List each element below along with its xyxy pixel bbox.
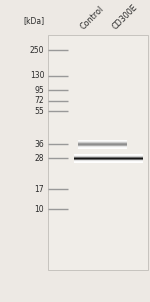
Text: 17: 17 bbox=[35, 185, 44, 194]
Text: Control: Control bbox=[78, 5, 105, 32]
Text: CD300E: CD300E bbox=[111, 3, 140, 32]
Text: 130: 130 bbox=[30, 72, 44, 80]
Bar bbox=[78, 140, 127, 141]
Text: 250: 250 bbox=[30, 46, 44, 55]
Bar bbox=[78, 146, 127, 147]
Text: 28: 28 bbox=[35, 154, 44, 163]
Bar bbox=[78, 148, 127, 149]
Text: 55: 55 bbox=[34, 107, 44, 116]
Bar bbox=[78, 147, 127, 148]
Text: 10: 10 bbox=[35, 204, 44, 214]
Bar bbox=[78, 144, 127, 145]
Text: 72: 72 bbox=[35, 96, 44, 105]
Bar bbox=[78, 145, 127, 146]
Bar bbox=[78, 141, 127, 142]
Text: 36: 36 bbox=[34, 140, 44, 149]
Bar bbox=[78, 142, 127, 143]
Bar bbox=[78, 143, 127, 144]
Text: [kDa]: [kDa] bbox=[23, 16, 44, 25]
Text: 95: 95 bbox=[34, 85, 44, 95]
Bar bbox=[48, 35, 148, 270]
